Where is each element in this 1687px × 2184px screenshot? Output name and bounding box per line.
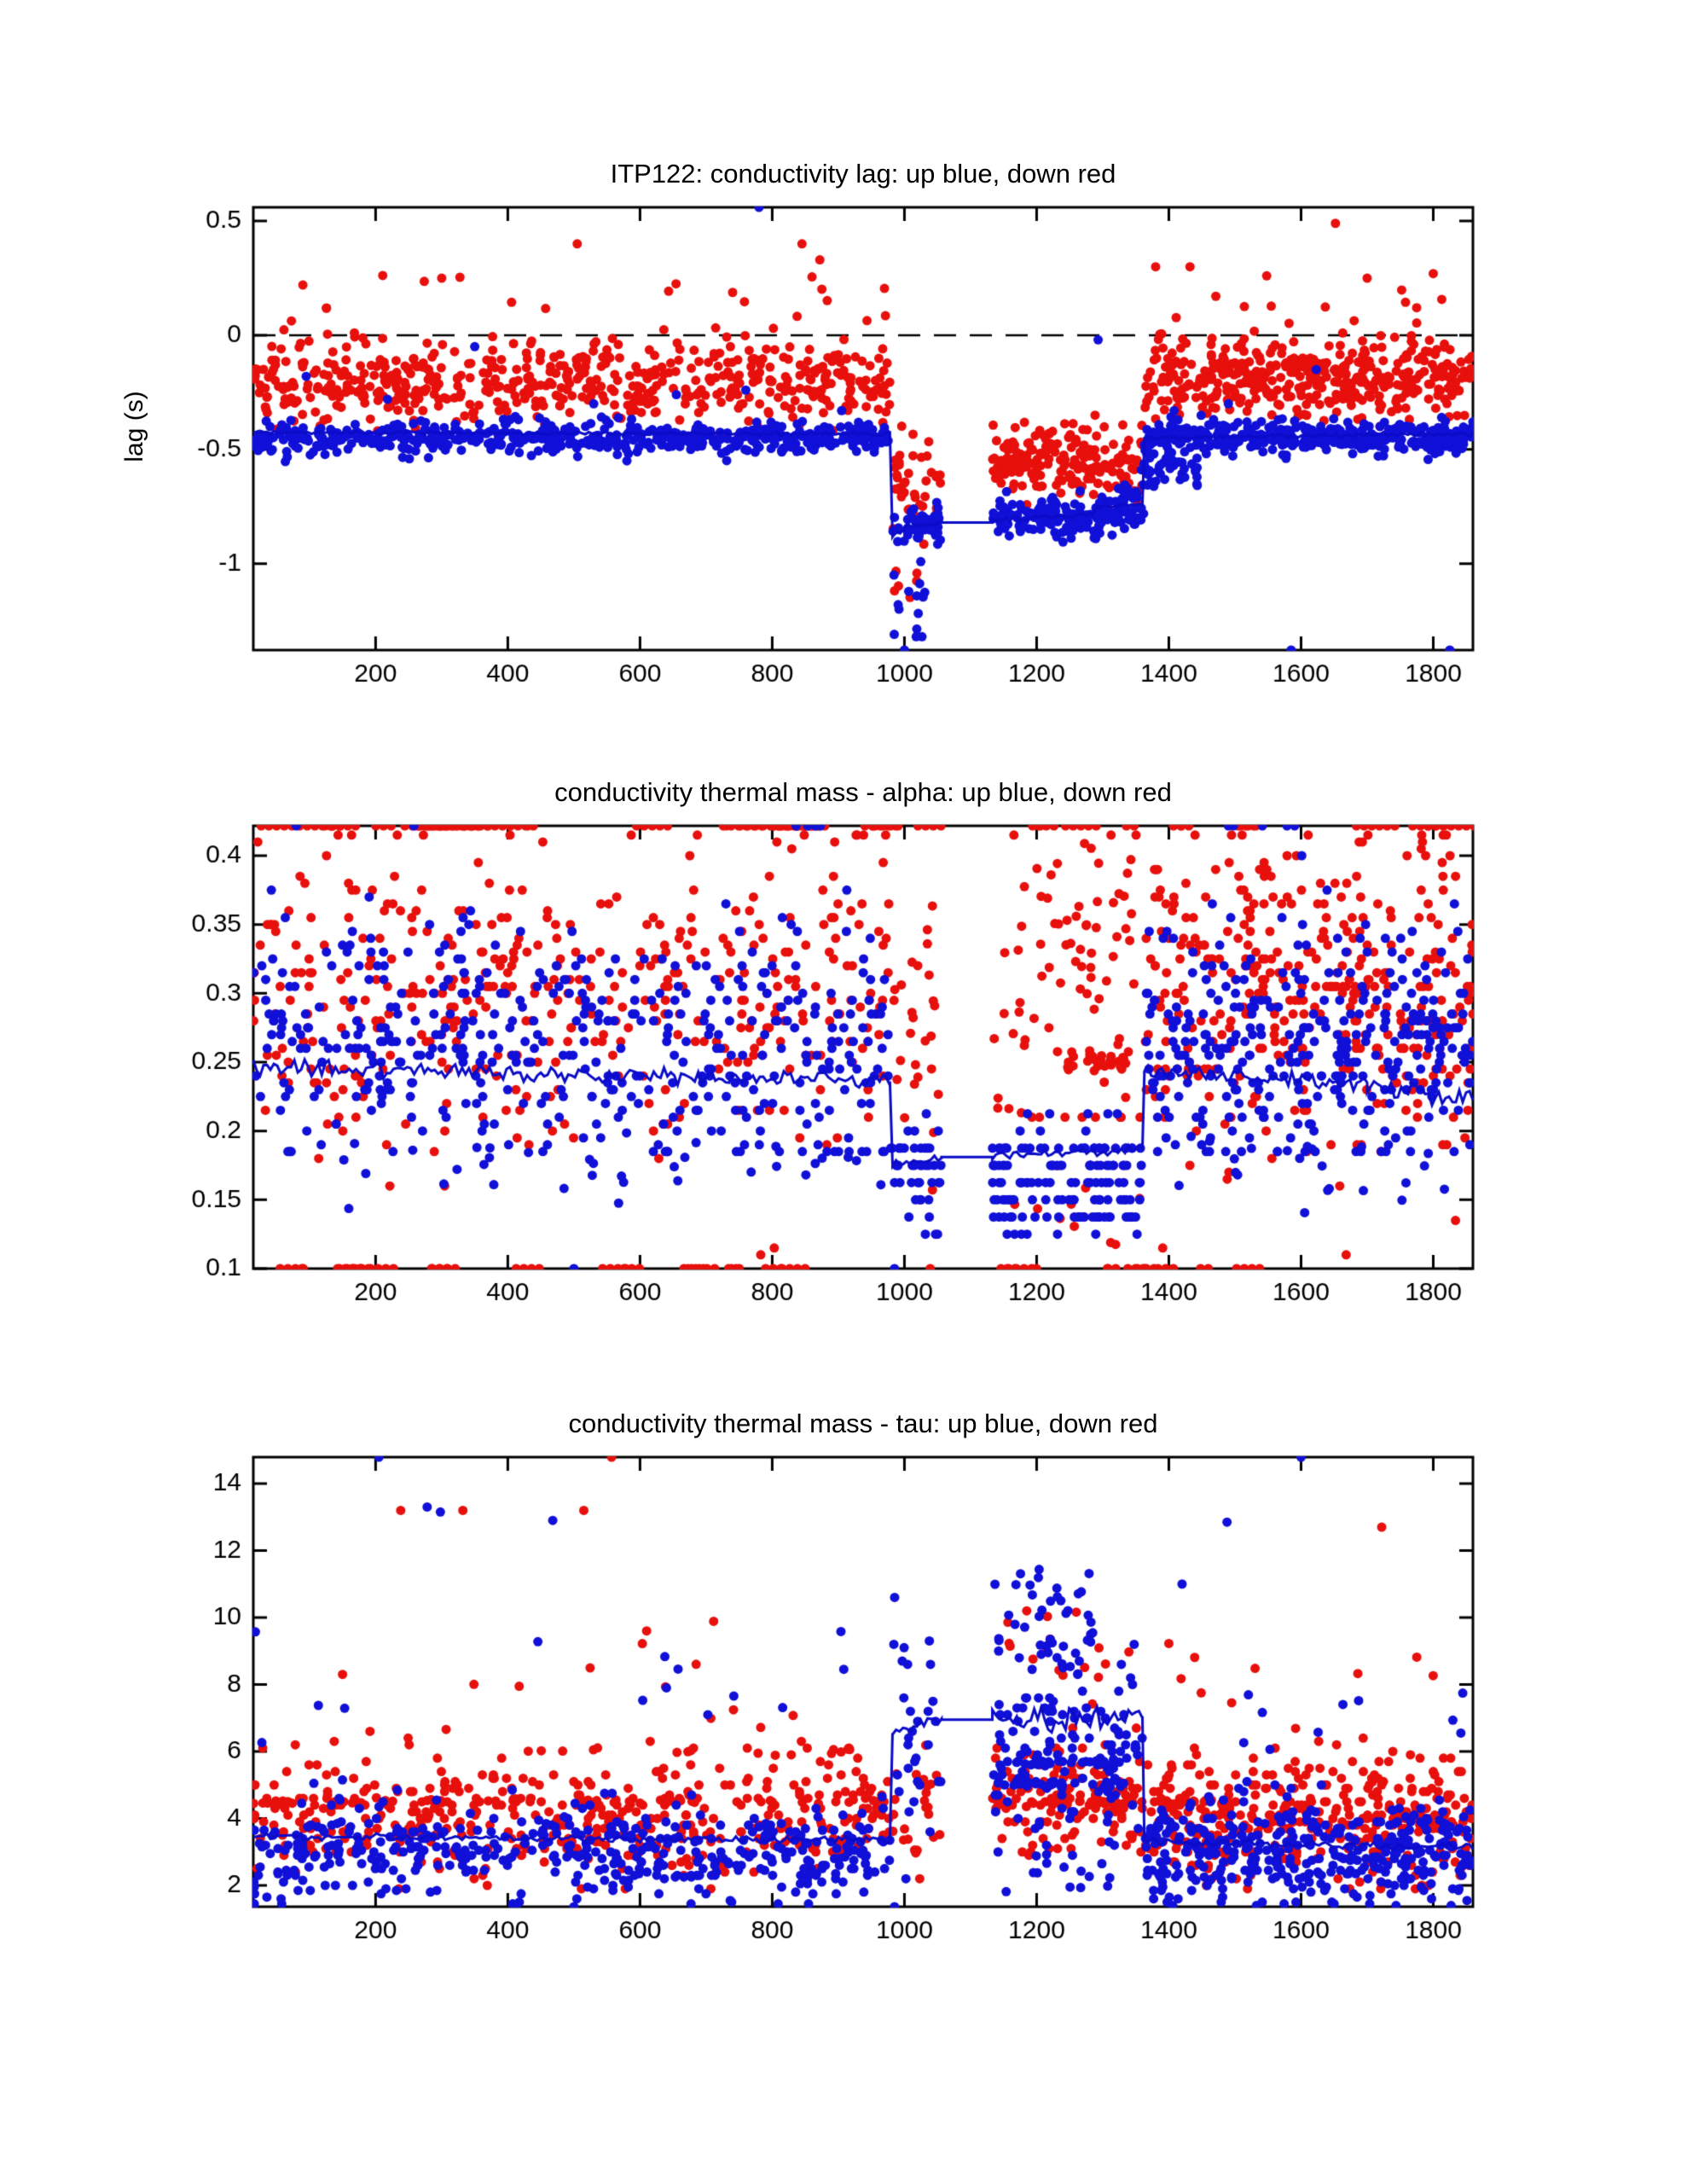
plot3-title: conductivity thermal mass - tau: up blue…	[568, 1409, 1158, 1438]
plot2-title: conductivity thermal mass - alpha: up bl…	[554, 777, 1172, 807]
plot1-ylabel: lag (s)	[120, 391, 148, 462]
plot1-title: ITP122: conductivity lag: up blue, down …	[610, 159, 1116, 189]
